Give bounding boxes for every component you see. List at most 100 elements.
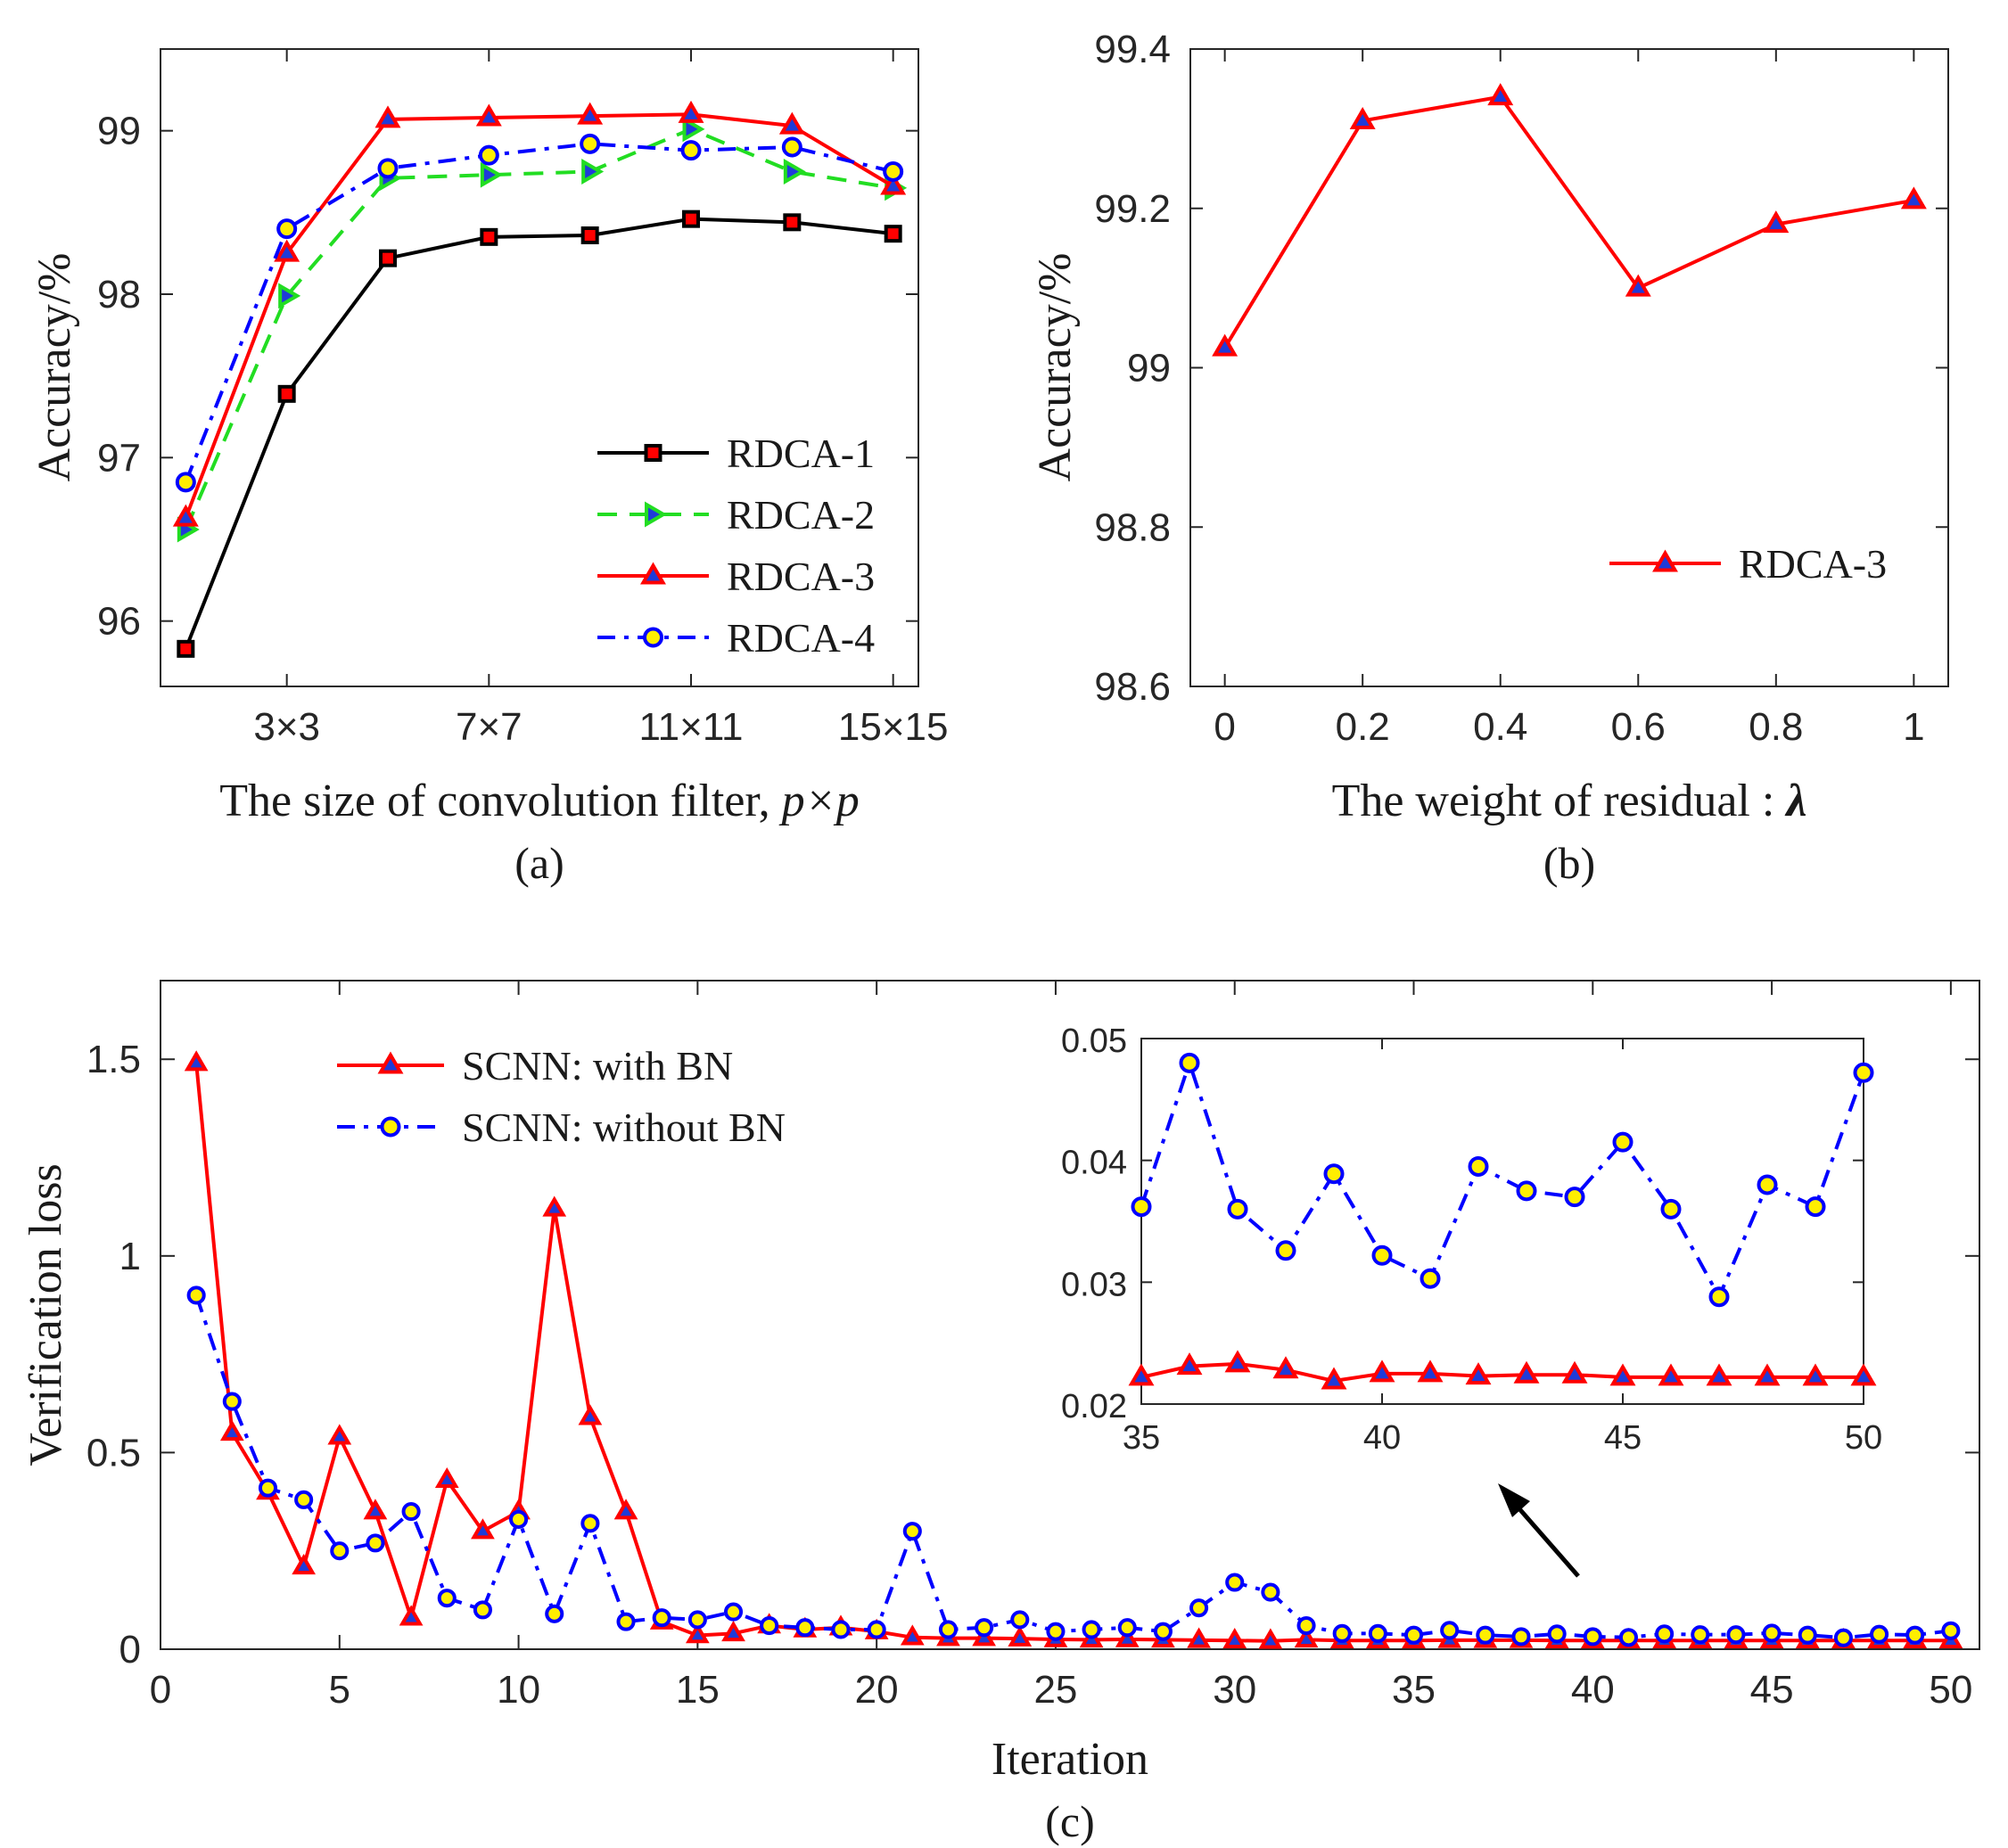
panel-c-series-1-point (613, 1499, 638, 1520)
inset-series-with-bn-point (1513, 1360, 1540, 1384)
panel-a-legend-label: RDCA-1 (727, 431, 875, 476)
panel-c-series-2-point (294, 1490, 314, 1509)
inset-series-without-bn-point (1131, 1196, 1152, 1218)
panel-a-legend-label: RDCA-4 (727, 615, 875, 661)
panel-a-ylabel: Accuracy/% (29, 253, 80, 482)
panel-c-caption: (c) (1045, 1796, 1095, 1846)
panel-b-chart: 0 0.2 0.4 0.6 0.8 1 98.6 98.8 99 99.2 99.4 Accurac… (1030, 28, 1949, 888)
panel-c-series-2-point (1082, 1620, 1101, 1639)
panel-c-series-2-point (795, 1618, 815, 1638)
panel-b-xtick-label: 1 (1903, 705, 1924, 749)
panel-c-series-1-point (1258, 1628, 1283, 1649)
panel-a-xtick-label: 15×15 (838, 705, 949, 749)
inset-series-with-bn-point (1658, 1363, 1684, 1386)
inset-series-without-bn-point (1420, 1268, 1441, 1289)
panel-c-series-1-point (542, 1195, 567, 1217)
panel-c-series-2-point (473, 1600, 492, 1620)
inset-series-with-bn-point (1128, 1363, 1155, 1386)
panel-c-series-2-point (1046, 1622, 1066, 1641)
panel-c-series-2-point (580, 1514, 600, 1533)
panel-a-series-1-point (177, 639, 195, 658)
panel-c-series-1-point (1187, 1627, 1211, 1648)
panel-c-series-1-point (399, 1605, 424, 1626)
panel-a-series-4-point (580, 133, 601, 154)
panel-b-xtick-label: 0.6 (1611, 705, 1666, 749)
panel-a-series-2-line (184, 127, 893, 530)
panel-a-xtick-label: 11×11 (638, 705, 743, 749)
panel-a-series-4-point (377, 158, 399, 179)
panel-a-series-1-point (884, 225, 902, 243)
inset-series-with-bn-point (1465, 1362, 1492, 1385)
panel-c-series-2-point (509, 1509, 529, 1529)
panel-a-series-3-point (374, 105, 401, 128)
panel-a-xlabel-prefix: The size of convolution filter, (219, 776, 781, 826)
panel-b-xlabel: The weight of residual : λ (1332, 776, 1807, 826)
inset-ytick-label: 0.02 (1061, 1388, 1127, 1425)
panel-c-series-2-point (1941, 1621, 1961, 1640)
panel-c-series-2-point (1296, 1615, 1316, 1636)
panel-a-series-2-point (278, 283, 301, 309)
panel-a-series-4-point (175, 472, 196, 493)
panel-a-series-1-point (480, 227, 498, 246)
panel-b-ytick-label: 99 (1127, 347, 1171, 390)
inset-series-with-bn-point (1272, 1356, 1299, 1379)
inset-series-without-bn-point (1323, 1163, 1345, 1185)
panel-b-xlabel-var: λ (1784, 776, 1806, 826)
panel-c-series-1-point (1294, 1627, 1319, 1648)
panel-a-legend-marker (644, 444, 662, 462)
panel-a-series-3-line (184, 112, 894, 519)
panel-c-series-2-point (616, 1612, 636, 1631)
panel-c-series-2-point (1583, 1627, 1602, 1647)
panel-a-series-1-point (379, 249, 397, 267)
inset-series-with-bn-point (1706, 1363, 1732, 1386)
inset-xtick-label: 45 (1604, 1419, 1642, 1457)
inset-xtick-label: 35 (1123, 1419, 1160, 1457)
panel-c-inset: 35 40 45 50 0.02 0.03 0.04 0.05 (1061, 1023, 1882, 1457)
panel-c-ytick-label: 1 (119, 1235, 141, 1278)
panel-c-series-2-point (938, 1620, 959, 1639)
panel-a-ytick-label: 99 (97, 110, 141, 153)
inset-series-with-bn-point (1609, 1363, 1636, 1386)
panel-a-series-1-point (783, 213, 802, 232)
inset-series-with-bn-point (1321, 1367, 1347, 1390)
inset-series-without-bn-point (1275, 1240, 1296, 1261)
zoom-arrow-icon (1498, 1483, 1580, 1578)
inset-series-without-bn-point (1468, 1156, 1489, 1177)
panel-c-ytick-label: 0.5 (86, 1431, 141, 1474)
panel-c-series-1-point (1008, 1625, 1033, 1647)
panel-c-chart: 0 5 10 15 20 25 30 35 40 45 50 0 0.5 1 1.5 Verificatio… (21, 980, 1980, 1846)
panel-a-series-3-point (274, 239, 300, 262)
panel-c-ytick-label: 0 (119, 1628, 141, 1671)
panel-c-series-2-point (1440, 1621, 1460, 1640)
inset-series-without-bn-line (1140, 1061, 1865, 1299)
panel-c-series-2-point (1189, 1598, 1209, 1618)
panel-c-xtick-label: 45 (1750, 1668, 1794, 1712)
panel-c-series-2-point (1225, 1573, 1245, 1592)
panel-b-ytick-label: 98.8 (1094, 505, 1171, 549)
panel-b-series-1-point (1349, 106, 1376, 129)
panel-c-legend-label: SCNN: with BN (462, 1043, 733, 1088)
panel-c-legend-label: SCNN: without BN (462, 1105, 786, 1150)
inset-series-without-bn-point (1660, 1198, 1682, 1220)
panel-c-series-1-point (292, 1554, 316, 1575)
panel-a-series-4-point (781, 136, 802, 158)
panel-a-xtick-label: 3×3 (253, 705, 320, 749)
inset-series-with-bn-point (1224, 1350, 1251, 1373)
panel-b-series-1-point (1212, 333, 1239, 357)
inset-ytick-label: 0.04 (1061, 1145, 1127, 1182)
inset-series-without-bn-point (1516, 1180, 1537, 1202)
panel-a-series-1-line (184, 217, 893, 650)
panel-a-legend-marker (643, 627, 663, 648)
panel-a-series-3-point (880, 172, 907, 195)
panel-b-legend-marker (1652, 549, 1678, 572)
inset-series-without-bn-point (1805, 1196, 1826, 1218)
panel-a-caption: (a) (514, 838, 564, 888)
panel-c-series-1-point (184, 1050, 209, 1072)
panel-a-series-3-point (577, 102, 604, 125)
panel-b-series-1-point (1763, 210, 1790, 234)
panel-c-legend-marker (380, 1116, 401, 1138)
panel-a-series-2-point (480, 161, 503, 188)
panel-a-xtick-label: 7×7 (456, 705, 523, 749)
panel-a-series-3-point (778, 111, 805, 135)
panel-a-legend: RDCA-1 RDCA-2 RDCA-3 RDCA-4 (597, 431, 875, 661)
